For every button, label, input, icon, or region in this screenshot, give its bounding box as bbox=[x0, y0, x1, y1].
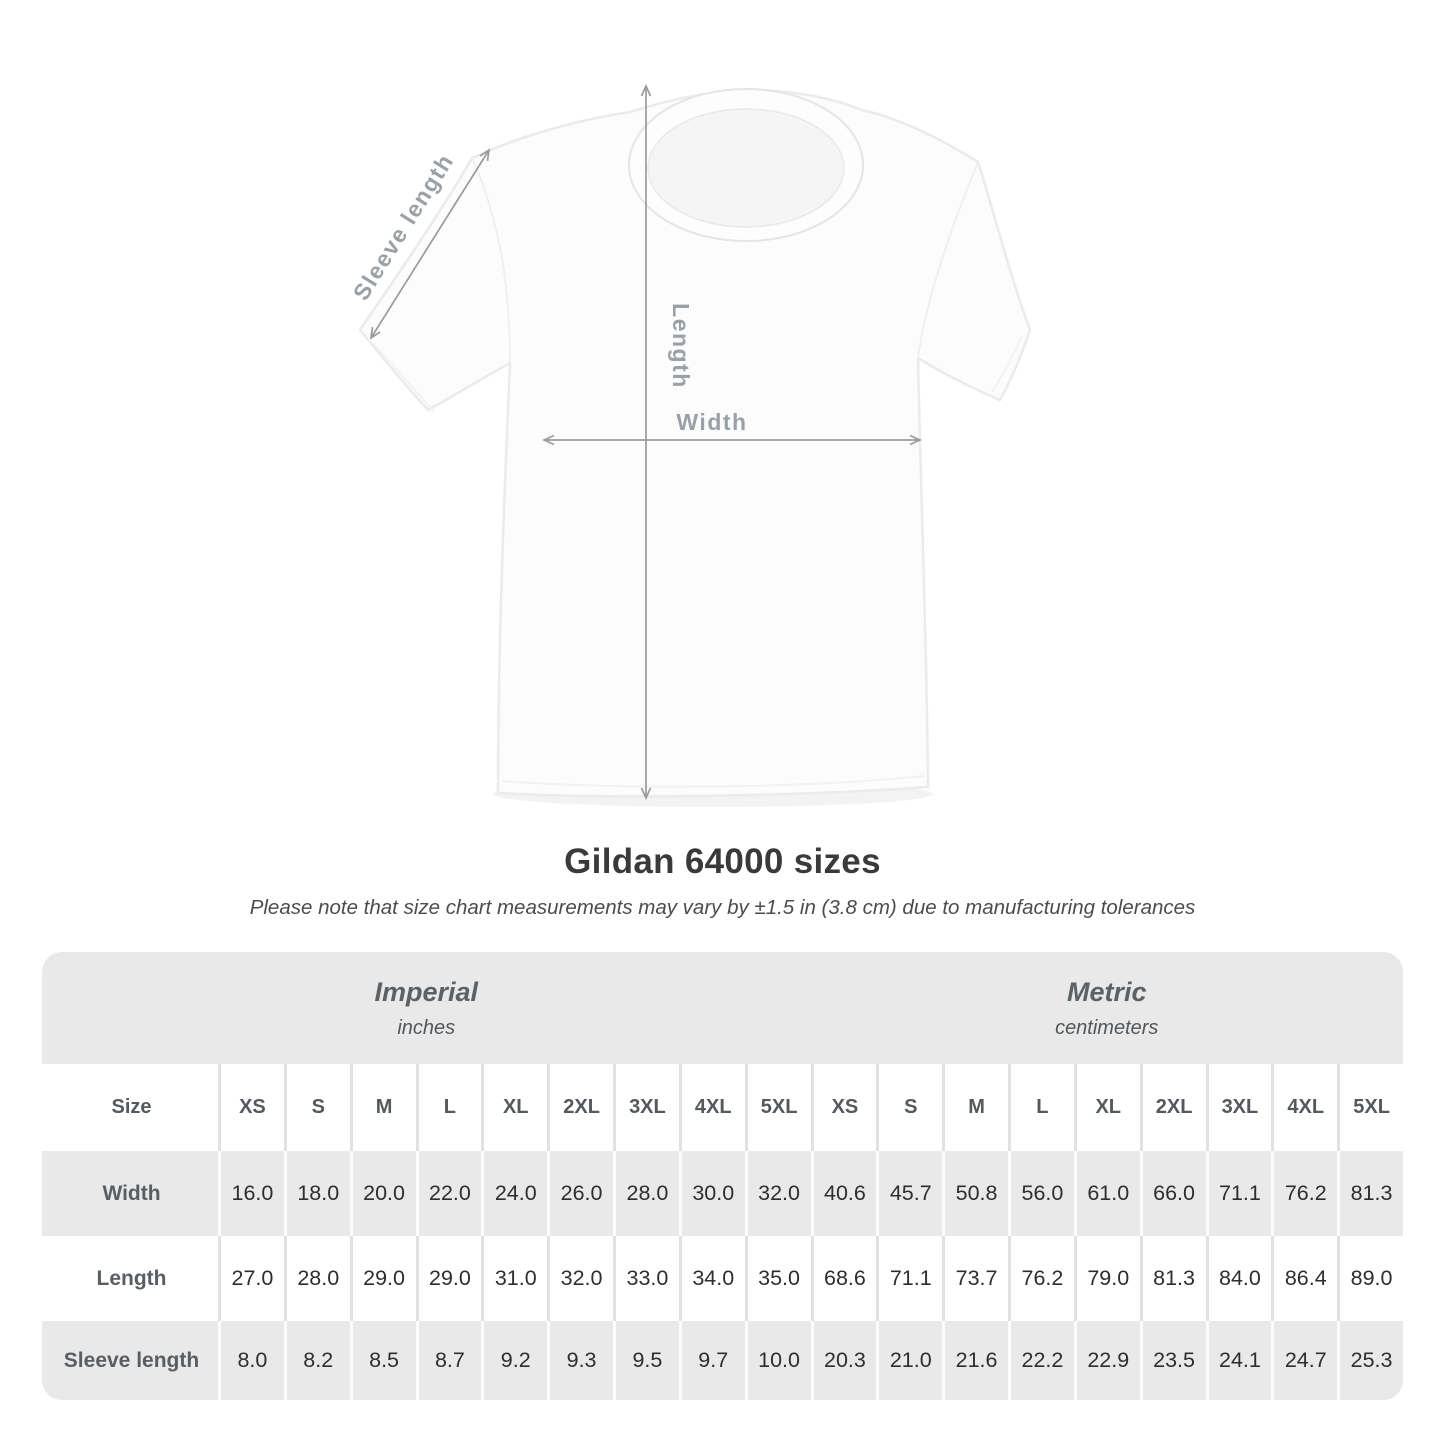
value-metric-sleeve-length: 21.6 bbox=[942, 1321, 1008, 1400]
value-metric-sleeve-length: 20.3 bbox=[810, 1321, 877, 1400]
value-metric-length: 73.7 bbox=[942, 1236, 1008, 1321]
size-header-imperial-m: M bbox=[349, 1064, 416, 1151]
right-cuff-stitch bbox=[991, 335, 1023, 393]
size-header-imperial-3xl: 3XL bbox=[613, 1064, 679, 1151]
length-label: Length bbox=[668, 303, 694, 389]
row-label-width: Width bbox=[42, 1151, 218, 1236]
value-imperial-sleeve-length: 8.2 bbox=[283, 1321, 350, 1400]
size-grid: Size XS S M L XL 2XL 3XL 4XL 5XL XS S M L XL 2XL 3XL 4XL 5… bbox=[42, 1064, 1403, 1400]
imperial-unit: inches bbox=[397, 1016, 456, 1039]
size-header-metric-2xl: 2XL bbox=[1139, 1064, 1206, 1151]
value-imperial-width: 24.0 bbox=[481, 1151, 548, 1236]
left-cuff-stitch bbox=[373, 343, 435, 413]
collar-opening bbox=[647, 108, 845, 228]
measurement-diagram: Sleeve length Length Width bbox=[348, 0, 1032, 807]
value-imperial-length: 28.0 bbox=[283, 1236, 350, 1321]
value-metric-width: 71.1 bbox=[1205, 1151, 1272, 1236]
value-imperial-length: 32.0 bbox=[547, 1236, 613, 1321]
width-label: Width bbox=[676, 409, 747, 435]
size-header-metric-xs: XS bbox=[810, 1064, 877, 1151]
imperial-label: Imperial bbox=[374, 976, 479, 1007]
value-imperial-length: 29.0 bbox=[415, 1236, 482, 1321]
value-metric-length: 71.1 bbox=[876, 1236, 943, 1321]
value-metric-length: 89.0 bbox=[1337, 1236, 1403, 1321]
unit-group-row: Imperial inches Metric centimeters bbox=[42, 952, 1403, 1064]
value-metric-length: 86.4 bbox=[1271, 1236, 1338, 1321]
value-metric-sleeve-length: 24.1 bbox=[1205, 1321, 1272, 1400]
value-imperial-sleeve-length: 9.7 bbox=[678, 1321, 745, 1400]
size-header-metric-m: M bbox=[942, 1064, 1008, 1151]
value-metric-length: 79.0 bbox=[1073, 1236, 1140, 1321]
value-metric-width: 40.6 bbox=[810, 1151, 877, 1236]
metric-group-header: Metric centimeters bbox=[811, 952, 1404, 1064]
value-imperial-sleeve-length: 8.5 bbox=[349, 1321, 416, 1400]
value-imperial-width: 28.0 bbox=[613, 1151, 679, 1236]
size-header-imperial-s: S bbox=[283, 1064, 350, 1151]
value-imperial-sleeve-length: 9.2 bbox=[481, 1321, 548, 1400]
value-imperial-sleeve-length: 9.5 bbox=[613, 1321, 679, 1400]
value-metric-length: 68.6 bbox=[810, 1236, 877, 1321]
value-imperial-length: 29.0 bbox=[349, 1236, 416, 1321]
size-header-metric-xl: XL bbox=[1073, 1064, 1140, 1151]
size-table: Imperial inches Metric centimeters Size X… bbox=[42, 952, 1403, 1400]
width-arrow: Width bbox=[544, 409, 920, 440]
size-header-imperial-2xl: 2XL bbox=[547, 1064, 613, 1151]
value-imperial-sleeve-length: 9.3 bbox=[547, 1321, 613, 1400]
value-metric-sleeve-length: 22.2 bbox=[1008, 1321, 1074, 1400]
size-header-imperial-5xl: 5XL bbox=[744, 1064, 811, 1151]
value-imperial-width: 16.0 bbox=[218, 1151, 284, 1236]
value-imperial-sleeve-length: 10.0 bbox=[744, 1321, 811, 1400]
value-metric-sleeve-length: 23.5 bbox=[1139, 1321, 1206, 1400]
size-header-metric-s: S bbox=[876, 1064, 943, 1151]
value-imperial-length: 35.0 bbox=[744, 1236, 811, 1321]
hem-stitch bbox=[501, 775, 925, 788]
value-imperial-width: 26.0 bbox=[547, 1151, 613, 1236]
value-metric-length: 81.3 bbox=[1139, 1236, 1206, 1321]
value-imperial-sleeve-length: 8.7 bbox=[415, 1321, 482, 1400]
value-imperial-width: 32.0 bbox=[744, 1151, 811, 1236]
value-imperial-length: 33.0 bbox=[613, 1236, 679, 1321]
value-imperial-width: 18.0 bbox=[283, 1151, 350, 1236]
value-metric-width: 56.0 bbox=[1008, 1151, 1074, 1236]
value-metric-length: 76.2 bbox=[1008, 1236, 1074, 1321]
size-header-imperial-xl: XL bbox=[481, 1064, 548, 1151]
row-label-length: Length bbox=[42, 1236, 218, 1321]
value-metric-width: 66.0 bbox=[1139, 1151, 1206, 1236]
value-imperial-length: 27.0 bbox=[218, 1236, 284, 1321]
value-metric-sleeve-length: 21.0 bbox=[876, 1321, 943, 1400]
value-metric-length: 84.0 bbox=[1205, 1236, 1272, 1321]
value-metric-width: 45.7 bbox=[876, 1151, 943, 1236]
metric-unit: centimeters bbox=[1055, 1016, 1159, 1039]
size-header-imperial-xs: XS bbox=[218, 1064, 284, 1151]
size-header-metric-4xl: 4XL bbox=[1271, 1064, 1338, 1151]
value-metric-width: 81.3 bbox=[1337, 1151, 1403, 1236]
value-metric-sleeve-length: 24.7 bbox=[1271, 1321, 1338, 1400]
value-imperial-length: 31.0 bbox=[481, 1236, 548, 1321]
value-metric-sleeve-length: 25.3 bbox=[1337, 1321, 1403, 1400]
right-sleeve-seam bbox=[917, 161, 979, 359]
value-imperial-width: 22.0 bbox=[415, 1151, 482, 1236]
size-header-metric-l: L bbox=[1008, 1064, 1074, 1151]
size-header-metric-3xl: 3XL bbox=[1205, 1064, 1272, 1151]
value-imperial-length: 34.0 bbox=[678, 1236, 745, 1321]
imperial-group-header: Imperial inches bbox=[42, 952, 811, 1064]
size-header-imperial-4xl: 4XL bbox=[678, 1064, 745, 1151]
value-metric-width: 61.0 bbox=[1073, 1151, 1140, 1236]
value-metric-sleeve-length: 22.9 bbox=[1073, 1321, 1140, 1400]
value-imperial-width: 20.0 bbox=[349, 1151, 416, 1236]
size-header-imperial-l: L bbox=[415, 1064, 482, 1151]
value-metric-width: 76.2 bbox=[1271, 1151, 1338, 1236]
value-imperial-width: 30.0 bbox=[678, 1151, 745, 1236]
size-header-metric-5xl: 5XL bbox=[1337, 1064, 1403, 1151]
value-metric-width: 50.8 bbox=[942, 1151, 1008, 1236]
page-title: Gildan 64000 sizes bbox=[564, 842, 881, 881]
tolerance-note: Please note that size chart measurements… bbox=[249, 896, 1196, 919]
size-column-header: Size bbox=[42, 1064, 218, 1151]
value-imperial-sleeve-length: 8.0 bbox=[218, 1321, 284, 1400]
row-label-sleeve-length: Sleeve length bbox=[42, 1321, 218, 1400]
metric-label: Metric bbox=[1066, 976, 1147, 1007]
